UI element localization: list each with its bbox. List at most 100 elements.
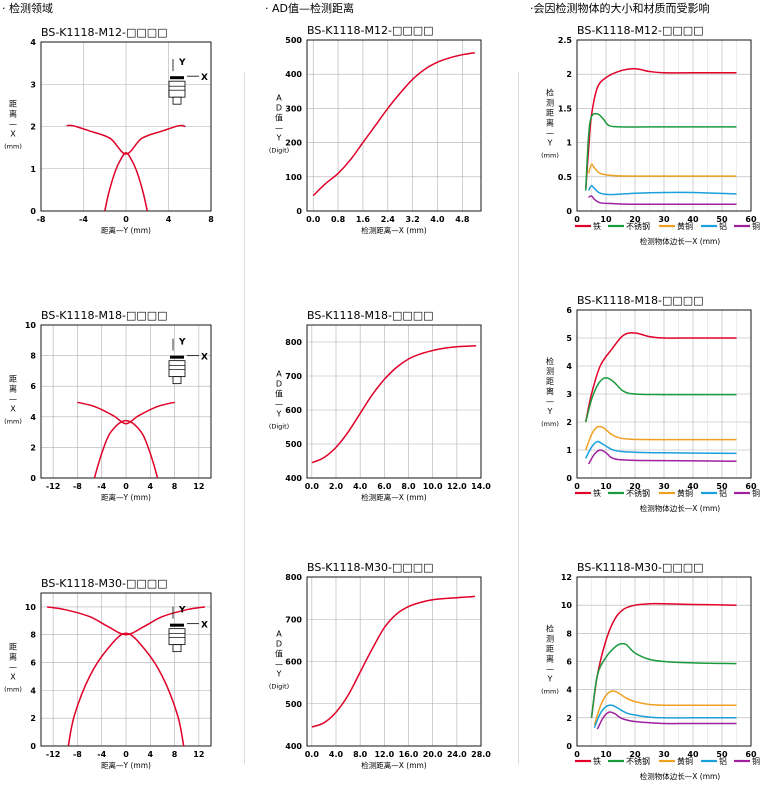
x-axis-label: 检测物体边长—X (mm) xyxy=(640,771,721,781)
y-tick-label: 10 xyxy=(561,601,573,610)
plot-frame xyxy=(576,309,752,479)
y-axis-label-unit: (Digit) xyxy=(269,683,289,691)
x-tick-label: 2.0 xyxy=(329,482,344,491)
chart-title: BS-K1118-M12-□□□□ xyxy=(41,26,168,39)
x-tick-label: 0.0 xyxy=(306,215,321,224)
x-tick-label: 40 xyxy=(687,482,699,491)
y-tick-label: 0.5 xyxy=(558,173,573,182)
legend-label: 铝 xyxy=(719,756,727,766)
y-tick-label: 200 xyxy=(285,139,302,148)
series-line xyxy=(77,401,175,425)
icon-y-label: Y xyxy=(178,58,186,68)
y-axis-label-char: — xyxy=(275,400,283,409)
y-axis-label-char: Y xyxy=(276,670,282,679)
y-tick-label: 1 xyxy=(566,446,572,455)
y-axis-label-char: — xyxy=(9,663,17,672)
y-tick-label: 0 xyxy=(296,207,302,216)
x-tick-label: 4.0 xyxy=(353,482,368,491)
plot-frame xyxy=(576,576,752,747)
x-tick-label: 4.0 xyxy=(430,215,445,224)
legend-label: 黄铜 xyxy=(677,756,693,766)
x-tick-label: -12 xyxy=(46,750,60,759)
series-line xyxy=(587,449,737,465)
y-tick-label: 0 xyxy=(30,742,36,751)
plot-frame xyxy=(306,324,482,479)
x-tick-label: 12 xyxy=(193,482,204,491)
x-tick-label: 0 xyxy=(123,215,129,224)
legend-label: 不锈钢 xyxy=(626,221,650,231)
chart-4: BS-K1118-M12-□□□□ 0 100 200 300 400 500 0.0 0.8 1… xyxy=(269,24,482,235)
x-tick-label: 3.2 xyxy=(406,215,420,224)
x-tick-label: 0.0 xyxy=(305,750,320,759)
x-axis-label: 检测距离—X (mm) xyxy=(361,225,427,235)
series-line xyxy=(590,602,737,718)
y-tick-label: 2 xyxy=(566,714,572,723)
series-line xyxy=(584,425,737,451)
y-axis-label-char: 离 xyxy=(546,118,554,128)
x-tick-label: -4 xyxy=(97,482,106,491)
y-axis-label-char: 距 xyxy=(9,100,17,109)
x-tick-label: 60 xyxy=(745,215,757,224)
x-tick-label: 8.0 xyxy=(401,482,416,491)
y-tick-label: 300 xyxy=(285,104,302,113)
x-tick-label: 20 xyxy=(629,750,641,759)
y-axis-label-char: — xyxy=(546,397,554,406)
sensor-cable-shape xyxy=(172,96,182,105)
y-tick-label: 3 xyxy=(30,80,36,89)
x-tick-label: 60 xyxy=(745,482,757,491)
y-tick-label: 700 xyxy=(285,372,302,381)
x-tick-label: 12 xyxy=(193,750,204,759)
y-tick-label: 0 xyxy=(566,474,572,483)
chart-title: BS-K1118-M18-□□□□ xyxy=(307,309,434,322)
y-axis-label-char: Y xyxy=(276,410,282,419)
x-tick-label: 16.0 xyxy=(399,750,419,759)
x-axis-label: 距离—Y (mm) xyxy=(101,760,151,770)
y-axis-label-unit: (Digit) xyxy=(269,423,289,431)
series-line xyxy=(311,595,476,728)
x-tick-label: 40 xyxy=(687,750,699,759)
y-tick-label: 100 xyxy=(285,173,302,182)
y-axis-label-char: A xyxy=(276,94,282,103)
x-tick-label: 4.8 xyxy=(455,215,470,224)
sensor-probe-icon: YX xyxy=(168,58,208,105)
y-axis-label-char: — xyxy=(9,120,17,129)
series-line xyxy=(584,332,737,423)
legend-label: 不锈钢 xyxy=(626,488,650,498)
column-header-detection-area: · 检测领域 xyxy=(2,2,53,15)
y-tick-label: 500 xyxy=(285,700,302,709)
y-axis-label-char: — xyxy=(275,124,283,133)
chart-5: BS-K1118-M18-□□□□ 400 500 600 700 800 0.0 2.0 4.… xyxy=(269,309,491,502)
y-axis-label-char: 距 xyxy=(546,645,554,654)
x-tick-label: 8 xyxy=(172,482,178,491)
y-tick-label: 8 xyxy=(30,352,36,361)
x-tick-label: -12 xyxy=(46,482,60,491)
x-tick-label: 1.6 xyxy=(356,215,371,224)
x-tick-label: -4 xyxy=(97,750,106,759)
y-tick-label: 1 xyxy=(566,139,572,148)
y-tick-label: 2 xyxy=(30,714,36,723)
x-tick-label: 0 xyxy=(574,482,580,491)
y-tick-label: 6 xyxy=(30,659,36,668)
y-axis-label-char: — xyxy=(275,660,283,669)
y-axis-label-char: 测 xyxy=(546,99,554,108)
y-tick-label: 0 xyxy=(566,742,572,751)
chart-7: BS-K1118-M12-□□□□ 0 0.5 1 1.5 2 2.5 0 10 20 30 40 50… xyxy=(541,24,760,246)
x-tick-label: 28.0 xyxy=(471,750,491,759)
y-tick-label: 2 xyxy=(30,123,36,132)
y-tick-label: 6 xyxy=(566,306,572,315)
x-tick-label: 0.8 xyxy=(331,215,346,224)
x-tick-label: 30 xyxy=(658,482,670,491)
x-tick-label: 10 xyxy=(600,215,612,224)
legend-label: 铝 xyxy=(719,221,727,231)
y-axis-label-char: — xyxy=(9,395,17,404)
y-axis-label-char: A xyxy=(276,370,282,379)
legend-label: 不锈钢 xyxy=(626,756,650,766)
x-tick-label: 10.0 xyxy=(423,482,443,491)
y-tick-label: 2.5 xyxy=(558,36,573,45)
x-tick-label: 6.0 xyxy=(377,482,392,491)
y-axis-label-char: 离 xyxy=(9,652,17,662)
x-tick-label: 20 xyxy=(629,215,641,224)
column-divider xyxy=(244,72,245,764)
